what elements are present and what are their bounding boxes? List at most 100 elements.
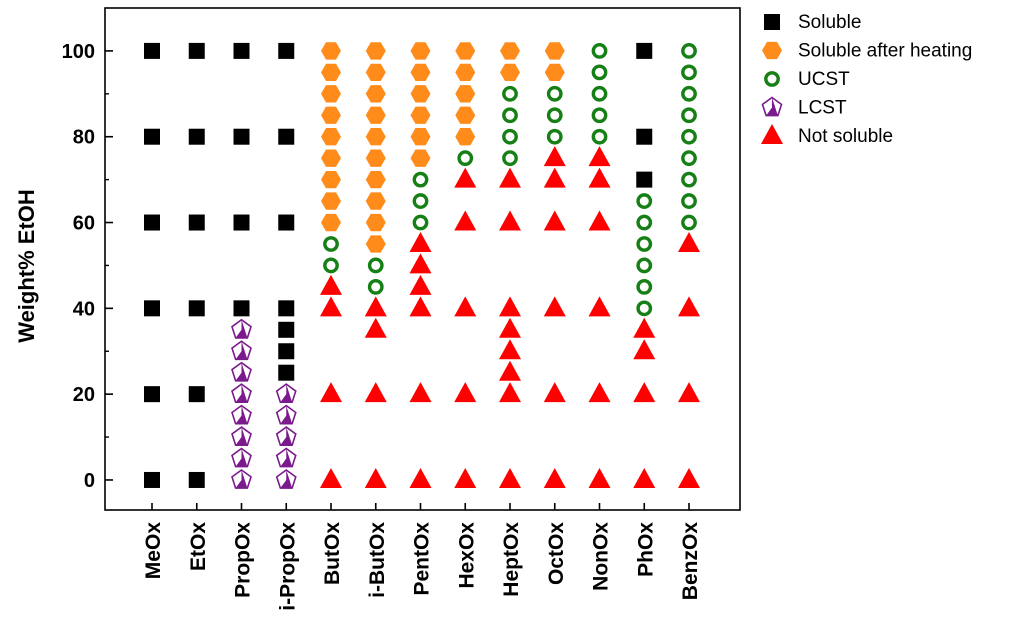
x-tick-label-heptox: HeptOx — [500, 522, 523, 597]
point-ucst-pentox-60 — [412, 214, 429, 231]
point-soluble-after-heating-butox-95 — [321, 63, 341, 82]
point-not-soluble-butox-20 — [320, 382, 342, 403]
series-ucst — [323, 43, 697, 317]
point-soluble-after-heating-butox-60 — [321, 213, 341, 232]
point-soluble-meox-80 — [144, 128, 160, 145]
point-not-soluble-i-butox-0 — [364, 467, 387, 488]
point-ucst-butox-55 — [323, 236, 339, 252]
point-soluble-i-propox-60 — [278, 214, 295, 231]
point-lcst-propox-25 — [231, 361, 252, 382]
point-soluble-meox-40 — [144, 300, 160, 317]
point-not-soluble-benzox-40 — [678, 296, 700, 317]
point-not-soluble-octox-40 — [543, 296, 566, 317]
point-ucst-pentox-70 — [412, 171, 429, 188]
point-not-soluble-hexox-0 — [454, 467, 477, 488]
point-not-soluble-pentox-40 — [409, 296, 432, 317]
x-axis: MeOx EtOx PropOx i-PropOx ButOx i-ButOx PentOx… — [142, 503, 702, 611]
point-ucst-phox-50 — [636, 257, 653, 274]
point-soluble-propox-40 — [233, 300, 250, 317]
x-tick-label-i-butox: i-ButOx — [366, 522, 389, 598]
point-not-soluble-octox-0 — [543, 467, 566, 488]
point-ucst-benzox-80 — [681, 128, 697, 145]
legend-item-soluble: Soluble — [764, 12, 861, 33]
point-soluble-meox-60 — [144, 214, 160, 231]
point-soluble-after-heating-pentox-95 — [410, 63, 431, 82]
point-ucst-octox-85 — [546, 107, 563, 124]
point-ucst-heptox-90 — [502, 85, 518, 102]
point-not-soluble-pentox-20 — [409, 382, 432, 403]
point-ucst-nonox-90 — [591, 85, 608, 102]
x-tick-label-pentox: PentOx — [411, 522, 434, 596]
point-soluble-after-heating-hexox-80 — [455, 128, 476, 146]
point-soluble-after-heating-i-butox-75 — [365, 149, 386, 167]
point-lcst-propox-20 — [231, 383, 252, 404]
point-not-soluble-phox-20 — [633, 382, 656, 403]
point-lcst-i-propox-5 — [275, 447, 297, 468]
point-ucst-hexox-75 — [457, 150, 474, 167]
point-not-soluble-i-butox-40 — [364, 296, 387, 317]
x-tick-label-octox: OctOx — [545, 522, 568, 585]
x-tick-label-butox: ButOx — [321, 522, 344, 585]
point-ucst-octox-80 — [546, 128, 563, 145]
point-soluble-etox-40 — [188, 300, 205, 317]
point-ucst-pentox-65 — [412, 193, 429, 209]
y-tick-label: 100 — [62, 41, 95, 63]
point-not-soluble-heptox-0 — [499, 467, 521, 488]
series-not-soluble — [320, 146, 700, 488]
point-soluble-propox-80 — [233, 128, 250, 145]
point-not-soluble-heptox-40 — [499, 296, 521, 317]
point-soluble-i-propox-80 — [278, 128, 295, 145]
y-tick-label: 20 — [73, 384, 95, 406]
legend-label-soluble: Soluble — [798, 12, 861, 33]
point-soluble-after-heating-i-butox-90 — [365, 85, 386, 103]
point-ucst-butox-50 — [323, 257, 339, 274]
point-not-soluble-pentox-45 — [409, 274, 432, 295]
point-ucst-heptox-75 — [502, 150, 518, 167]
point-lcst-propox-5 — [231, 447, 252, 468]
point-ucst-nonox-100 — [591, 43, 608, 59]
point-not-soluble-nonox-75 — [588, 146, 611, 167]
point-soluble-phox-100 — [636, 42, 653, 59]
x-tick-label-meox: MeOx — [142, 522, 165, 580]
point-not-soluble-hexox-20 — [454, 382, 477, 403]
point-ucst-i-butox-45 — [367, 278, 384, 295]
point-lcst-i-propox-15 — [275, 404, 297, 425]
y-tick-label: 60 — [73, 213, 95, 235]
point-soluble-after-heating-hexox-85 — [455, 106, 476, 124]
point-soluble-after-heating-heptox-95 — [500, 63, 520, 82]
point-not-soluble-phox-30 — [633, 339, 656, 360]
point-soluble-after-heating-hexox-90 — [455, 85, 476, 103]
point-soluble-after-heating-i-butox-85 — [365, 106, 386, 124]
point-not-soluble-nonox-60 — [588, 210, 611, 231]
legend-marker-not-soluble — [761, 124, 783, 144]
y-axis: 0 20 40 60 80 100 — [62, 41, 113, 492]
point-lcst-propox-10 — [231, 426, 252, 446]
plot-frame — [104, 7, 741, 511]
point-soluble-meox-100 — [144, 42, 160, 59]
point-not-soluble-hexox-70 — [454, 167, 477, 188]
point-soluble-propox-60 — [233, 214, 250, 231]
point-soluble-after-heating-butox-75 — [321, 149, 341, 167]
point-not-soluble-pentox-55 — [409, 231, 432, 252]
x-tick-label-benzox: BenzOx — [679, 522, 702, 601]
point-ucst-benzox-75 — [681, 150, 697, 167]
point-soluble-after-heating-i-butox-100 — [365, 42, 386, 60]
point-soluble-after-heating-butox-100 — [321, 42, 341, 60]
point-not-soluble-phox-0 — [633, 467, 656, 488]
point-not-soluble-i-butox-20 — [364, 382, 387, 403]
point-soluble-after-heating-i-butox-70 — [365, 170, 386, 189]
point-not-soluble-nonox-0 — [588, 467, 611, 488]
point-not-soluble-butox-45 — [320, 274, 342, 295]
point-not-soluble-benzox-55 — [678, 231, 700, 252]
x-tick-label-etox: EtOx — [187, 522, 210, 571]
point-soluble-after-heating-i-butox-80 — [365, 128, 386, 146]
x-tick-label-hexox: HexOx — [455, 522, 478, 589]
point-not-soluble-heptox-25 — [499, 360, 521, 381]
point-soluble-after-heating-heptox-100 — [500, 42, 520, 60]
point-soluble-after-heating-butox-70 — [321, 170, 341, 189]
point-not-soluble-benzox-20 — [678, 382, 700, 403]
series-soluble — [144, 42, 653, 488]
legend-marker-soluble — [764, 14, 780, 30]
point-soluble-after-heating-butox-80 — [321, 128, 341, 146]
point-ucst-heptox-80 — [502, 128, 518, 145]
